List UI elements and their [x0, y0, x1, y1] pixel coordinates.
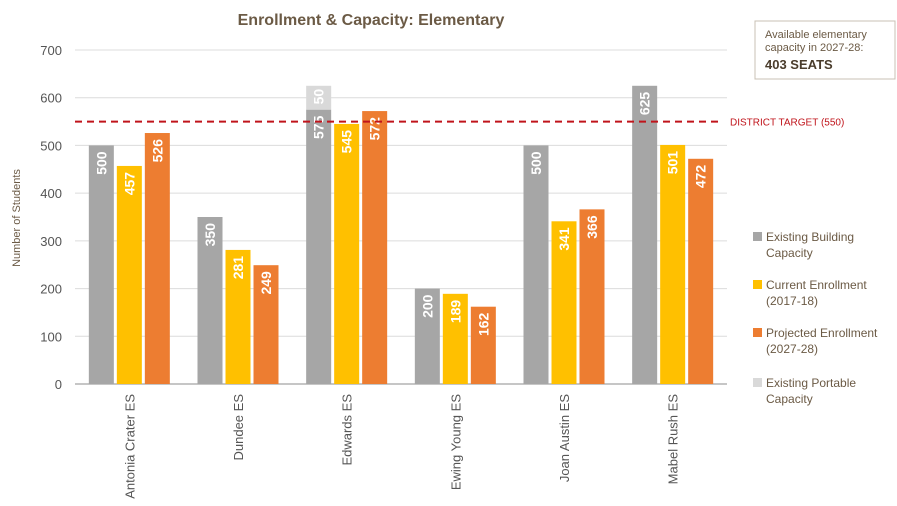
- y-tick-label: 400: [40, 186, 62, 201]
- bar-value-label: 350: [202, 223, 218, 247]
- bar-value-label: 200: [419, 294, 435, 318]
- legend-label: Capacity: [766, 246, 813, 260]
- bar: [334, 123, 360, 384]
- callout-value: 403 SEATS: [765, 57, 833, 72]
- bar-value-label: 162: [475, 312, 491, 336]
- bar-value-label: 341: [556, 227, 572, 251]
- bar: [523, 145, 549, 384]
- bar: [414, 288, 440, 384]
- y-tick-label: 600: [40, 91, 62, 106]
- bar: [579, 209, 605, 384]
- x-tick-label: Mabel Rush ES: [666, 394, 681, 485]
- bar: [442, 293, 468, 384]
- bar: [197, 217, 223, 384]
- x-tick-label: Ewing Young ES: [448, 394, 463, 490]
- legend-label: Projected Enrollment: [766, 326, 878, 340]
- bars: [88, 85, 714, 385]
- bar: [253, 265, 279, 384]
- bar-value-label: 501: [665, 151, 681, 175]
- bar: [225, 249, 251, 384]
- capacity-callout: Available elementary capacity in 2027-28…: [754, 20, 896, 80]
- bar-value-label: 500: [528, 151, 544, 175]
- x-tick-label: Dundee ES: [231, 394, 246, 461]
- callout-line-2: capacity in 2027-28:: [765, 42, 863, 54]
- bar-labels: 500 457 526 350 281 249 575 50 545 572 200 189 162 50…: [93, 89, 708, 336]
- y-axis-ticks: 0 100 200 300 400 500 600 700: [40, 43, 62, 392]
- bar: [660, 144, 686, 384]
- district-target-label: DISTRICT TARGET (550): [730, 118, 844, 129]
- y-axis-label: Number of Students: [11, 169, 23, 267]
- bar-value-label: 500: [93, 151, 109, 175]
- bar: [688, 158, 714, 384]
- legend-swatch: [753, 280, 762, 289]
- bar: [116, 165, 142, 384]
- bar: [306, 109, 332, 385]
- legend-label: Existing Portable: [766, 376, 856, 390]
- bar: [470, 306, 496, 384]
- legend-swatch: [753, 328, 762, 337]
- bar-value-label: 366: [584, 215, 600, 239]
- gridlines: [75, 49, 727, 385]
- legend-label: Existing Building: [766, 230, 854, 244]
- bar-value-label: 575: [311, 115, 327, 139]
- legend: Existing Building Capacity Current Enrollm…: [753, 230, 878, 406]
- callout-line-1: Available elementary: [765, 29, 867, 41]
- bar: [144, 133, 170, 384]
- y-tick-label: 100: [40, 329, 62, 344]
- y-tick-label: 700: [40, 43, 62, 58]
- callout-box: [754, 20, 896, 80]
- bar-value-label: 249: [258, 271, 274, 295]
- x-axis-ticks: Antonia Crater ES Dundee ES Edwards ES Ewin…: [122, 394, 680, 499]
- x-tick-label: Antonia Crater ES: [122, 394, 137, 499]
- legend-swatch: [753, 378, 762, 387]
- stacked-bar: [306, 85, 332, 110]
- legend-swatch: [753, 232, 762, 241]
- chart-title: Enrollment & Capacity: Elementary: [238, 12, 505, 29]
- bar-value-label: 189: [447, 300, 463, 324]
- district-target-group: DISTRICT TARGET (550): [75, 118, 844, 129]
- y-tick-label: 300: [40, 234, 62, 249]
- bar-value-label: 545: [339, 130, 355, 154]
- bar: [362, 111, 388, 385]
- legend-label: (2017-18): [766, 294, 818, 308]
- legend-label: Current Enrollment: [766, 278, 867, 292]
- bar: [88, 145, 114, 384]
- bar-value-label: 281: [230, 256, 246, 280]
- bar-value-label: 526: [149, 139, 165, 163]
- bar-value-label: 457: [121, 172, 137, 196]
- y-tick-label: 0: [55, 377, 62, 392]
- legend-label: (2027-28): [766, 342, 818, 356]
- x-tick-label: Joan Austin ES: [557, 394, 572, 482]
- bar-value-label: 625: [637, 92, 653, 116]
- bar: [551, 221, 577, 384]
- y-tick-label: 500: [40, 138, 62, 153]
- bar-value-label: 472: [693, 165, 709, 189]
- legend-label: Capacity: [766, 392, 813, 406]
- x-tick-label: Edwards ES: [340, 394, 355, 466]
- stacked-bar-value-label: 50: [311, 89, 327, 105]
- bar: [632, 85, 658, 385]
- bar-value-label: 572: [367, 117, 383, 141]
- y-tick-label: 200: [40, 282, 62, 297]
